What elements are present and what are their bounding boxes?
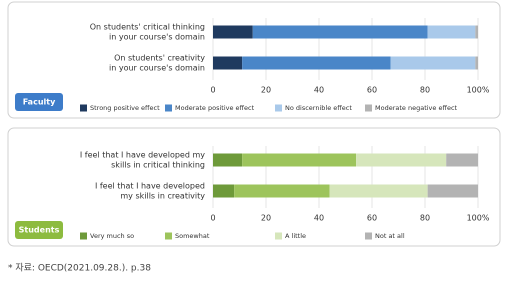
bar-segment (356, 153, 447, 167)
bar-segment (234, 184, 330, 198)
x-tick-label: 0 (210, 86, 215, 95)
bar-segment (427, 184, 478, 198)
panel-label-box (15, 93, 63, 111)
bar-segment (242, 153, 357, 167)
legend-label: Moderate negative effect (375, 104, 458, 112)
legend-swatch (275, 104, 282, 112)
category-label: skills in critical thinking (111, 161, 205, 170)
bar-segment (329, 184, 428, 198)
bar-segment (446, 153, 478, 167)
category-label: my skills in creativity (120, 192, 205, 201)
category-label: I feel that I have developed my (80, 151, 205, 160)
legend-label: A little (285, 232, 306, 240)
x-tick-label: 100% (467, 86, 490, 95)
bar-segment (390, 56, 476, 70)
bar-segment (213, 153, 243, 167)
x-tick-label: 20 (261, 214, 271, 223)
legend-swatch (80, 104, 87, 112)
category-label: in your course's domain (109, 64, 205, 73)
x-tick-label: 0 (210, 214, 215, 223)
legend-swatch (165, 104, 172, 112)
bar-segment (213, 25, 253, 39)
legend-swatch (365, 232, 372, 240)
legend-label: Not at all (375, 232, 405, 240)
x-tick-label: 60 (367, 214, 377, 223)
legend-label: Moderate positive effect (175, 104, 255, 112)
panel-label-box (15, 221, 63, 239)
x-tick-label: 40 (314, 86, 324, 95)
panel-border (7, 1, 501, 119)
x-tick-label: 80 (420, 86, 430, 95)
x-tick-label: 40 (314, 214, 324, 223)
x-tick-label: 60 (367, 86, 377, 95)
bar-segment (475, 25, 478, 39)
panel-label: Faculty (23, 98, 56, 107)
panel-label: Students (19, 226, 60, 235)
category-label: in your course's domain (109, 33, 205, 42)
bar-segment (252, 25, 428, 39)
legend-swatch (165, 232, 172, 240)
x-tick-label: 100% (467, 214, 490, 223)
bar-segment (242, 56, 391, 70)
category-label: On students' creativity (114, 54, 205, 63)
legend-label: Somewhat (175, 232, 210, 240)
x-tick-label: 80 (420, 214, 430, 223)
bar-segment (475, 56, 478, 70)
category-label: On students' critical thinking (90, 23, 205, 32)
legend-swatch (80, 232, 87, 240)
bar-segment (427, 25, 476, 39)
bar-segment (213, 184, 235, 198)
legend-swatch (275, 232, 282, 240)
footnote: * 자료: OECD(2021.09.28.). p.38 (8, 263, 151, 274)
bar-segment (213, 56, 243, 70)
legend-swatch (365, 104, 372, 112)
legend-label: Strong positive effect (90, 104, 160, 112)
legend-label: Very much so (90, 232, 134, 240)
legend-label: No discernible effect (285, 104, 352, 112)
x-tick-label: 20 (261, 86, 271, 95)
panel-border (7, 127, 501, 247)
category-label: I feel that I have developed (95, 182, 205, 191)
